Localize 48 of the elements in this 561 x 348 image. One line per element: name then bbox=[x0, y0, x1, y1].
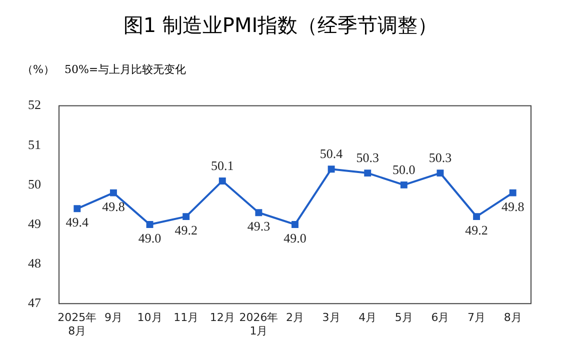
point bbox=[218, 177, 226, 184]
y-tick-label: 48 bbox=[28, 255, 41, 270]
x-tick-label: 2026年 1月 bbox=[239, 311, 278, 338]
point bbox=[146, 221, 154, 228]
x-tick-label: 7月 bbox=[468, 311, 486, 324]
point bbox=[74, 205, 81, 212]
x-tick-label: 8月 bbox=[504, 311, 522, 324]
data-label: 49.8 bbox=[102, 198, 125, 214]
data-label: 50.3 bbox=[428, 150, 452, 165]
y-tick-label: 49 bbox=[28, 216, 41, 231]
point bbox=[400, 181, 408, 188]
x-tick-label: 6月 bbox=[431, 311, 450, 324]
data-label: 49.8 bbox=[501, 198, 524, 214]
data-label: 49.2 bbox=[465, 222, 488, 238]
x-tick-label: 10月 bbox=[137, 311, 162, 324]
data-label: 49.2 bbox=[174, 222, 198, 238]
chart-title: 图1 制造业PMI指数（经季节调整） bbox=[122, 12, 439, 39]
point bbox=[292, 221, 298, 228]
x-tick-label: 5月 bbox=[394, 311, 413, 324]
text: 50%=与上月比较无变化 bbox=[64, 62, 186, 77]
data-label: 49.4 bbox=[66, 214, 90, 230]
point bbox=[182, 213, 190, 220]
data-label: 49.0 bbox=[138, 230, 162, 246]
x-tick-label: 2月 bbox=[286, 311, 304, 324]
x-tick-label: 12月 bbox=[210, 311, 235, 324]
point bbox=[509, 189, 516, 196]
x-tick-label: 2025年 8月 bbox=[58, 311, 97, 338]
data-label: 50.3 bbox=[356, 150, 379, 165]
data-label: 50.0 bbox=[392, 162, 416, 177]
y-tick-label: 50 bbox=[28, 176, 41, 192]
data-label: 50.1 bbox=[211, 158, 234, 173]
x-tick-label: 11月 bbox=[174, 311, 199, 324]
y-tick-label: 47 bbox=[28, 295, 42, 310]
y-axis-title: （%） bbox=[22, 62, 54, 77]
x-tick-label: 9月 bbox=[104, 311, 122, 324]
data-label: 50.4 bbox=[320, 146, 344, 162]
point bbox=[328, 166, 335, 173]
point bbox=[473, 213, 480, 220]
x-tick-label: 4月 bbox=[358, 311, 377, 324]
x-tick-label: 3月 bbox=[322, 311, 340, 324]
point bbox=[255, 209, 262, 216]
point bbox=[364, 170, 372, 177]
y-tick-label: 52 bbox=[28, 97, 41, 112]
y-tick-label: 51 bbox=[28, 136, 41, 152]
data-label: 49.0 bbox=[284, 230, 306, 246]
point bbox=[110, 189, 117, 196]
point bbox=[436, 170, 444, 177]
data-label: 49.3 bbox=[247, 218, 270, 234]
